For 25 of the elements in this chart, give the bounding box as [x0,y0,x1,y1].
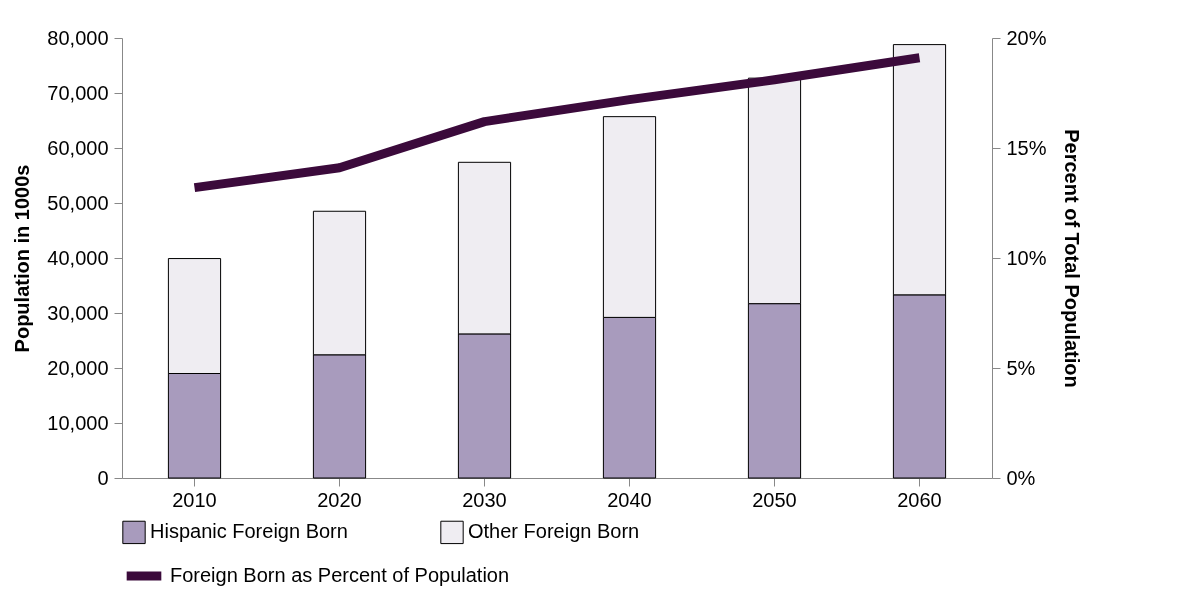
x-tick-label: 2020 [317,488,362,511]
y2-tick-label: 20% [1006,26,1047,49]
y-tick-label: 80,000 [47,26,109,49]
y-tick-label: 70,000 [47,81,109,104]
x-tick-label: 2050 [752,488,797,511]
y2-tick-label: 10% [1006,246,1047,269]
x-tick-label: 2010 [172,488,217,511]
y2-tick-label: 5% [1006,356,1036,379]
y-tick-label: 60,000 [47,136,109,159]
legend-label: Foreign Born as Percent of Population [170,564,510,586]
y-tick-label: 30,000 [47,301,109,324]
y2-axis-title: Percent of Total Population [1060,129,1083,388]
legend-label: Hispanic Foreign Born [150,520,348,543]
y-tick-label: 50,000 [47,191,109,214]
y-axis-title: Population in 1000s [11,164,34,353]
y2-tick-label: 0% [1006,466,1036,489]
y-tick-label: 0 [97,466,109,489]
y2-tick-label: 15% [1006,136,1047,159]
x-tick-label: 2060 [897,488,942,511]
y-tick-label: 10,000 [47,411,109,434]
x-tick-label: 2030 [462,488,507,511]
y-tick-label: 40,000 [47,246,109,269]
y-tick-label: 20,000 [47,356,109,379]
x-tick-label: 2040 [607,488,652,511]
legend-label: Other Foreign Born [468,520,640,543]
